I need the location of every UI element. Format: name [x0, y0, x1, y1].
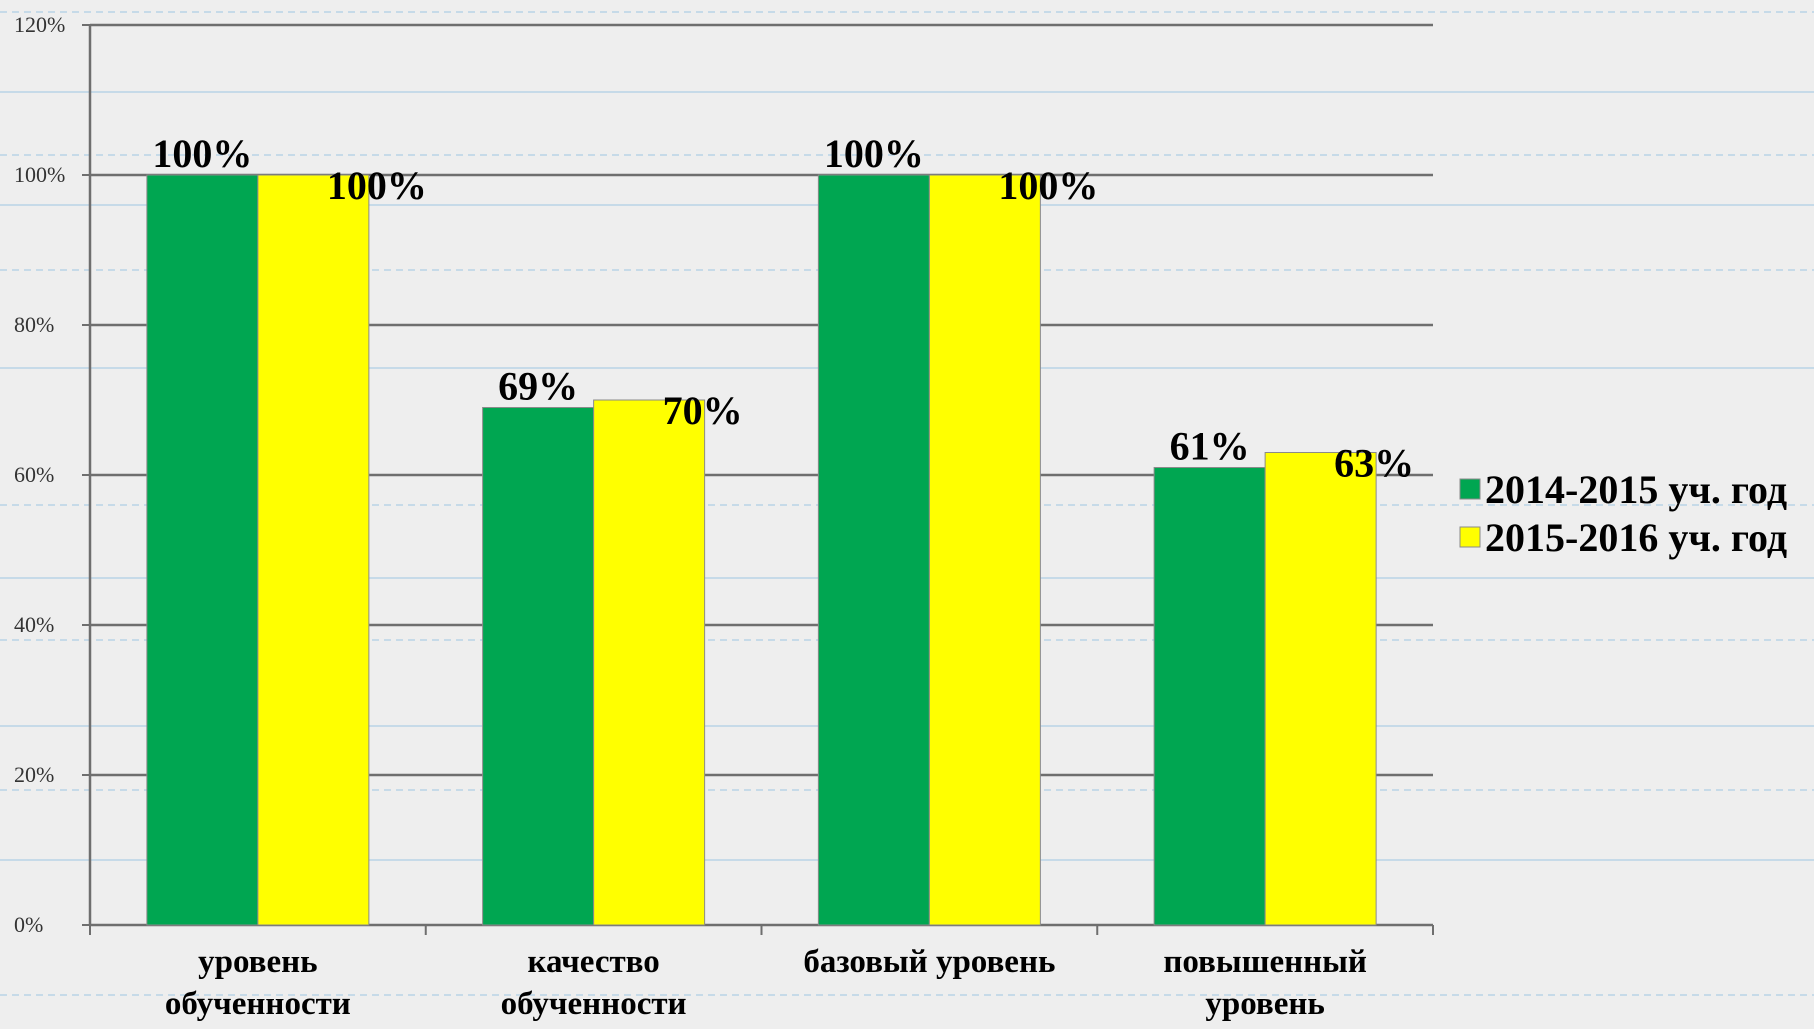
y-tick-labels: 0% 20% 40% 60% 80% 100% 120% — [14, 12, 65, 937]
bars — [146, 174, 1377, 926]
x-category-label: базовый уровень — [803, 944, 1055, 980]
data-labels: 100% 100% 69% 70% 100% 100% 61% 63% — [152, 131, 1414, 486]
bar-series2 — [928, 174, 1041, 926]
data-label: 100% — [327, 163, 427, 208]
category-labels: уровень обученности качество обученности баз… — [165, 944, 1367, 1022]
data-label: 70% — [663, 388, 743, 433]
y-tick-label: 40% — [14, 612, 54, 637]
legend-swatch — [1459, 526, 1481, 548]
y-tick-label: 20% — [14, 762, 54, 787]
legend-swatch — [1459, 478, 1481, 500]
x-category-label: обученности — [501, 986, 687, 1022]
x-category-label: качество — [527, 944, 659, 980]
data-label: 63% — [1334, 441, 1414, 486]
data-label: 61% — [1170, 424, 1250, 469]
data-label: 100% — [824, 131, 924, 176]
data-label: 100% — [998, 163, 1098, 208]
x-category-label: обученности — [165, 986, 351, 1022]
legend-label: 2014-2015 уч. год — [1485, 467, 1787, 512]
data-label: 69% — [498, 364, 578, 409]
bar-series1 — [1153, 467, 1266, 926]
x-category-label: уровень — [1205, 986, 1324, 1022]
bar-series2 — [593, 399, 706, 926]
data-label: 100% — [152, 131, 252, 176]
bar-series1 — [817, 174, 930, 926]
x-category-label: повышенный — [1163, 944, 1367, 980]
bar-series2 — [257, 174, 370, 926]
y-tick-label: 0% — [14, 912, 43, 937]
y-tick-label: 60% — [14, 462, 54, 487]
legend-label: 2015-2016 уч. год — [1485, 515, 1787, 560]
bar-series1 — [146, 174, 259, 926]
y-tick-label: 80% — [14, 312, 54, 337]
y-tick-label: 120% — [14, 12, 65, 37]
bar-series2 — [1264, 452, 1377, 926]
bar-series1 — [482, 407, 595, 926]
y-tick-label: 100% — [14, 162, 65, 187]
x-category-label: уровень — [198, 944, 317, 980]
